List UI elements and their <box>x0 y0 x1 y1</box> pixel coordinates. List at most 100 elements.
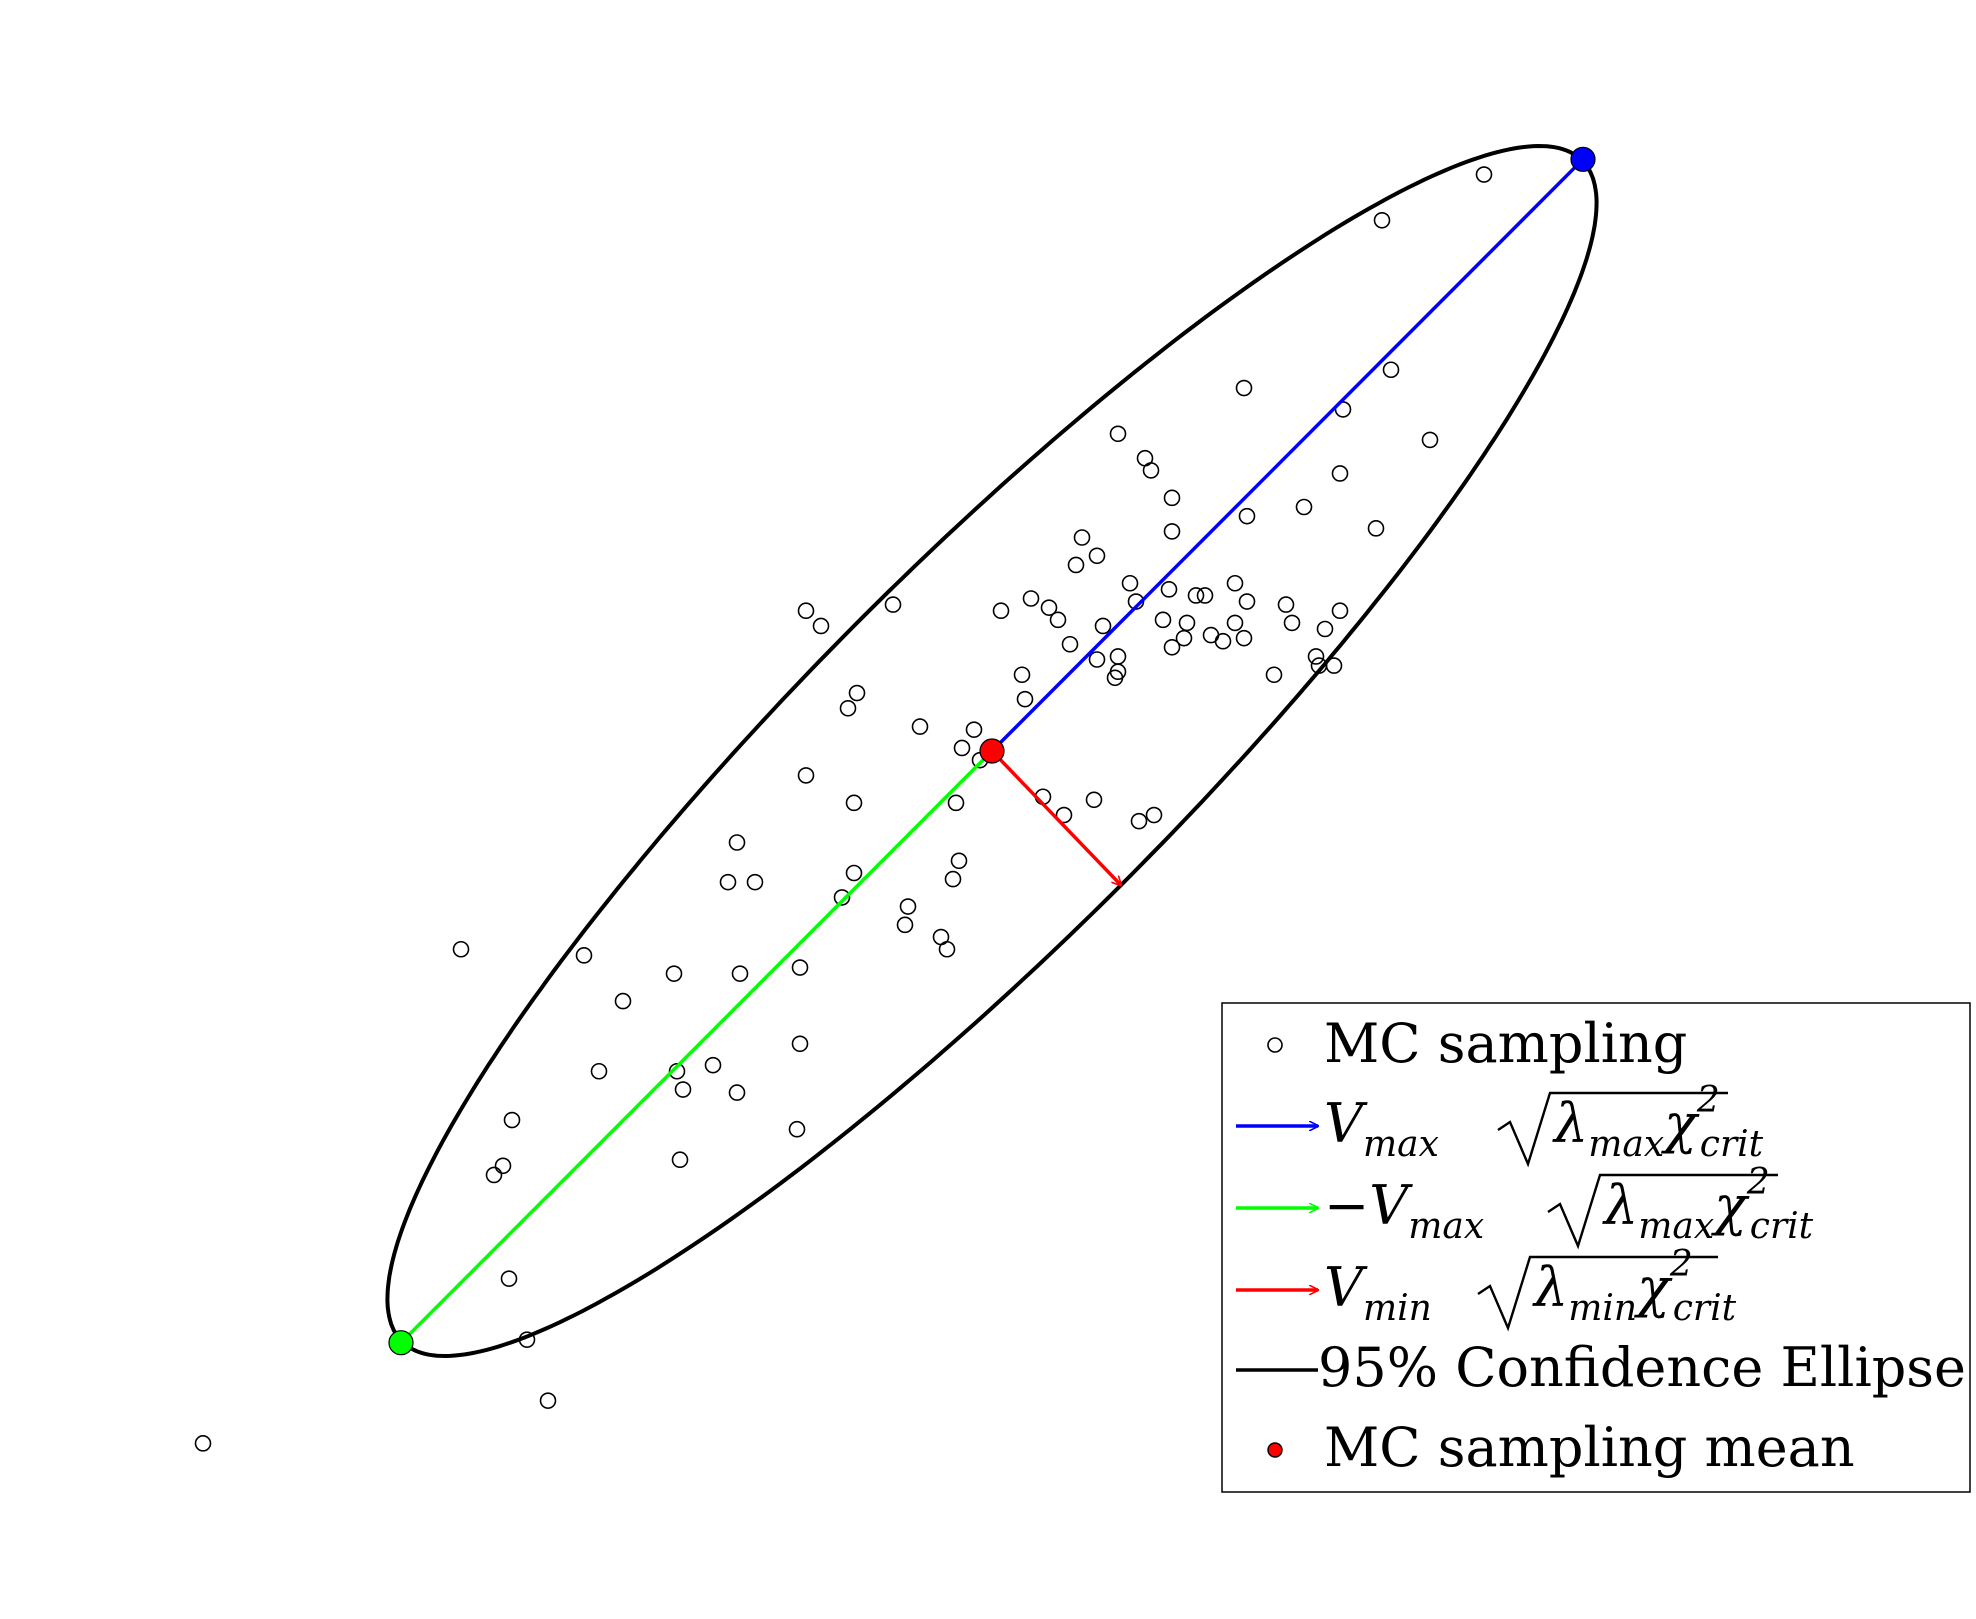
sample-point-83 <box>665 965 683 982</box>
vmax-endpoint <box>1570 146 1596 172</box>
sample-point-77 <box>833 889 851 906</box>
sample-point-16 <box>1088 547 1106 565</box>
sample-point-101 <box>194 1435 212 1452</box>
sample-point-74 <box>899 898 917 915</box>
sample-point-97 <box>485 1166 503 1184</box>
sample-point-42 <box>1283 614 1301 632</box>
sample-point-37 <box>812 617 830 635</box>
sample-point-30 <box>1316 620 1334 638</box>
sample-point-26 <box>1238 593 1256 610</box>
sample-point-25 <box>1226 574 1244 592</box>
sample-point-27 <box>1154 611 1172 629</box>
sample-point-64 <box>911 718 929 735</box>
sample-point-19 <box>1160 581 1178 598</box>
sample-point-53 <box>1061 635 1079 653</box>
vmax-vector <box>990 159 1583 753</box>
sample-point-2 <box>1382 361 1400 379</box>
legend-label-mc-sampling: MC sampling <box>1324 1012 1687 1075</box>
sample-point-35 <box>797 602 815 620</box>
sample-point-95 <box>503 1111 521 1129</box>
sample-point-46 <box>1265 666 1283 684</box>
sample-point-18 <box>1121 574 1139 592</box>
sample-point-88 <box>674 1081 692 1098</box>
sample-point-17 <box>1067 556 1085 574</box>
sample-point-79 <box>719 873 737 891</box>
sample-point-23 <box>992 602 1010 620</box>
vmin-vector <box>990 749 1121 885</box>
sample-point-20 <box>1196 587 1214 604</box>
sample-point-70 <box>950 852 968 870</box>
neg-vmax-vector <box>401 749 994 1343</box>
sample-point-31 <box>1226 614 1244 632</box>
sample-point-62 <box>1055 806 1073 824</box>
svg-text:Vmax: Vmax <box>1324 1092 1439 1165</box>
sample-point-78 <box>728 834 746 851</box>
sample-point-3 <box>1235 379 1253 397</box>
sample-point-89 <box>791 1035 809 1053</box>
sample-point-49 <box>1088 651 1106 668</box>
sample-point-60 <box>1145 806 1163 824</box>
sample-point-12 <box>1238 507 1256 525</box>
sample-point-61 <box>1130 812 1148 830</box>
sample-point-73 <box>938 940 956 958</box>
sample-point-9 <box>1142 462 1160 479</box>
sample-point-40 <box>1178 614 1196 632</box>
sample-point-43 <box>1307 648 1325 665</box>
legend-mean-marker <box>1267 1442 1283 1458</box>
sample-point-32 <box>1235 629 1253 647</box>
sample-point-29 <box>1331 602 1349 620</box>
sample-point-5 <box>1421 431 1439 449</box>
sample-point-65 <box>839 699 857 717</box>
sample-point-76 <box>845 864 863 882</box>
sample-point-93 <box>671 1151 689 1168</box>
legend-label-vmin: Vmin λminχ2 crit <box>1324 1244 1737 1332</box>
mean-point <box>979 738 1005 764</box>
sample-point-10 <box>1163 489 1181 507</box>
sample-point-7 <box>1109 425 1127 443</box>
sample-point-66 <box>848 684 866 702</box>
sample-point-85 <box>614 992 632 1010</box>
neg-vmax-endpoint <box>388 1330 414 1356</box>
sample-point-48 <box>1163 638 1181 656</box>
sample-point-11 <box>1295 498 1313 516</box>
sample-point-59 <box>1085 791 1103 809</box>
sample-point-68 <box>845 794 863 812</box>
sample-point-41 <box>1175 629 1193 647</box>
sample-point-24 <box>1187 587 1205 604</box>
legend-label-mean: MC sampling mean <box>1324 1416 1855 1479</box>
sample-point-15 <box>1073 529 1091 546</box>
sample-point-38 <box>1049 611 1067 629</box>
sample-point-100 <box>539 1392 557 1409</box>
key-points <box>388 146 1596 1356</box>
sample-point-50 <box>1109 648 1127 665</box>
sample-point-13 <box>1163 523 1181 540</box>
sample-point-91 <box>590 1062 608 1080</box>
sample-point-92 <box>788 1120 806 1138</box>
legend-box <box>1221 1002 1971 1493</box>
sample-point-39 <box>1094 617 1112 635</box>
sample-point-36 <box>884 596 902 613</box>
sample-point-86 <box>704 1056 722 1074</box>
sample-point-87 <box>668 1062 686 1080</box>
sample-point-71 <box>944 870 962 888</box>
sample-point-54 <box>1013 666 1031 684</box>
sample-point-81 <box>791 959 809 976</box>
svg-text:−Vmax: −Vmax <box>1324 1174 1484 1247</box>
sample-point-6 <box>1331 465 1349 482</box>
sample-point-84 <box>575 947 593 964</box>
sample-point-69 <box>947 794 965 812</box>
sample-point-55 <box>1016 690 1034 708</box>
sample-point-82 <box>731 965 749 982</box>
sample-point-57 <box>953 739 971 757</box>
sample-point-52 <box>1106 669 1124 687</box>
sample-point-34 <box>1040 599 1058 616</box>
sample-point-22 <box>1022 590 1040 607</box>
sample-point-1 <box>1373 212 1391 229</box>
legend-sample-marker <box>1267 1037 1283 1053</box>
legend: MC sampling Vmax λmaxχ2 crit −Vmax λmaxχ2… <box>1221 1002 1971 1493</box>
mc-samples <box>194 166 1493 1452</box>
sample-point-47 <box>1214 632 1232 650</box>
sample-point-90 <box>728 1084 746 1101</box>
sample-point-75 <box>896 916 914 934</box>
